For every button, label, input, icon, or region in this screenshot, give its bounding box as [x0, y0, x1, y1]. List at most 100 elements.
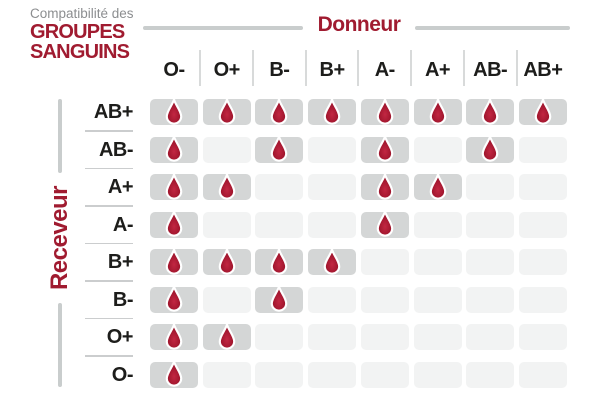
row-divider	[85, 280, 133, 282]
cell-O--O+	[202, 361, 251, 388]
column-divider	[357, 50, 360, 86]
cell-O+-A+	[413, 324, 462, 350]
cell-B--B-	[255, 285, 304, 313]
column-divider	[199, 50, 202, 86]
blood-drop-icon	[271, 285, 288, 312]
row-divider	[85, 242, 133, 244]
cell-A+-B+	[308, 174, 357, 200]
blood-drop-icon	[429, 97, 446, 125]
cell-AB+-B+	[308, 97, 357, 125]
blood-drop-icon	[218, 247, 235, 275]
cell-AB+-O-	[150, 97, 198, 125]
cell-B--O+	[202, 286, 251, 313]
cell-A+-O+	[202, 172, 251, 200]
cell-AB--A+	[413, 136, 462, 163]
cell-AB--B+	[308, 136, 357, 163]
cell-B+-O+	[202, 247, 251, 275]
cell-O--O-	[150, 360, 198, 388]
cell-AB+-O+	[202, 97, 251, 125]
blood-drop-icon	[165, 322, 183, 350]
donor-axis-line-right	[415, 25, 570, 30]
cell-O+-O-	[150, 322, 198, 350]
cell-B--B+	[308, 286, 357, 313]
cell-O+-B-	[255, 324, 304, 350]
cell-B--O-	[150, 285, 198, 313]
cell-AB--A-	[360, 135, 409, 163]
cell-B+-A-	[360, 249, 409, 275]
blood-drop-icon	[218, 97, 235, 125]
blood-drop-icon	[165, 360, 183, 387]
donor-header-O+: O+	[213, 59, 241, 81]
receiver-axis-line-bottom	[57, 303, 62, 387]
cell-B--A+	[413, 286, 462, 313]
blood-drop-icon	[165, 135, 183, 162]
row-divider	[85, 167, 133, 169]
column-divider	[410, 50, 413, 86]
blood-drop-icon	[376, 172, 394, 200]
donor-axis-label: Donneur	[317, 13, 401, 36]
column-divider	[515, 50, 518, 86]
blood-drop-icon	[165, 247, 183, 275]
blood-drop-icon	[271, 97, 288, 125]
cell-A--AB-	[466, 211, 515, 238]
title-subtitle: Compatibilité des	[30, 6, 134, 21]
cell-AB--B-	[255, 135, 304, 163]
cell-A+-AB-	[466, 174, 515, 200]
cell-B--AB+	[518, 286, 567, 313]
cell-O--AB-	[466, 361, 515, 388]
column-divider	[304, 50, 307, 86]
blood-drop-icon	[165, 97, 183, 125]
cell-O--B-	[255, 361, 304, 388]
column-divider	[252, 50, 254, 86]
receiver-axis-line-top	[57, 99, 62, 173]
donor-header-B-: B-	[269, 59, 290, 81]
cell-A+-A+	[413, 172, 462, 200]
blood-drop-icon	[429, 172, 446, 200]
cell-A--O+	[202, 211, 251, 238]
cell-A+-B-	[255, 174, 304, 200]
receiver-header-A-: A-	[112, 213, 134, 236]
row-divider	[85, 355, 133, 357]
cell-B+-AB-	[466, 249, 515, 275]
cell-B+-A+	[413, 249, 462, 275]
donor-header-B+: B+	[319, 59, 346, 81]
donor-header-A+: A+	[424, 59, 451, 81]
cell-O--B+	[308, 361, 357, 388]
cell-O+-O+	[202, 322, 251, 350]
cell-AB--AB+	[518, 136, 567, 163]
cell-O--A+	[413, 361, 462, 388]
cell-AB+-A-	[360, 97, 409, 125]
cell-B+-B-	[255, 247, 304, 275]
blood-drop-icon	[481, 135, 499, 162]
blood-drop-icon	[218, 172, 235, 200]
donor-axis-line-left	[143, 25, 303, 30]
receiver-header-O+: O+	[106, 326, 134, 348]
cell-B--AB-	[466, 286, 515, 313]
blood-drop-icon	[376, 97, 394, 125]
blood-drop-icon	[165, 210, 183, 237]
receiver-header-A+: A+	[107, 176, 134, 198]
blood-drop-icon	[323, 247, 341, 275]
cell-A+-AB+	[518, 174, 567, 200]
donor-header-A-: A-	[374, 59, 396, 81]
cell-O+-B+	[308, 324, 357, 350]
blood-drop-icon	[376, 135, 394, 162]
row-divider	[85, 130, 133, 132]
cell-O+-A-	[360, 324, 409, 350]
blood-drop-icon	[165, 285, 183, 312]
blood-drop-icon	[271, 135, 288, 162]
blood-drop-icon	[481, 97, 499, 125]
receiver-header-B+: B+	[107, 251, 134, 273]
cell-AB+-AB-	[466, 97, 515, 125]
blood-drop-icon	[376, 210, 394, 237]
donor-header-AB-: AB-	[473, 59, 508, 81]
cell-O+-AB+	[518, 324, 567, 350]
blood-drop-icon	[534, 97, 552, 125]
cell-B+-AB+	[518, 249, 567, 275]
title-block: Compatibilité des GROUPES SANGUINS	[30, 5, 134, 62]
cell-A--B+	[308, 211, 357, 238]
donor-header-AB+: AB+	[523, 59, 563, 81]
cell-A--O-	[150, 210, 198, 238]
cell-AB+-B-	[255, 97, 304, 125]
